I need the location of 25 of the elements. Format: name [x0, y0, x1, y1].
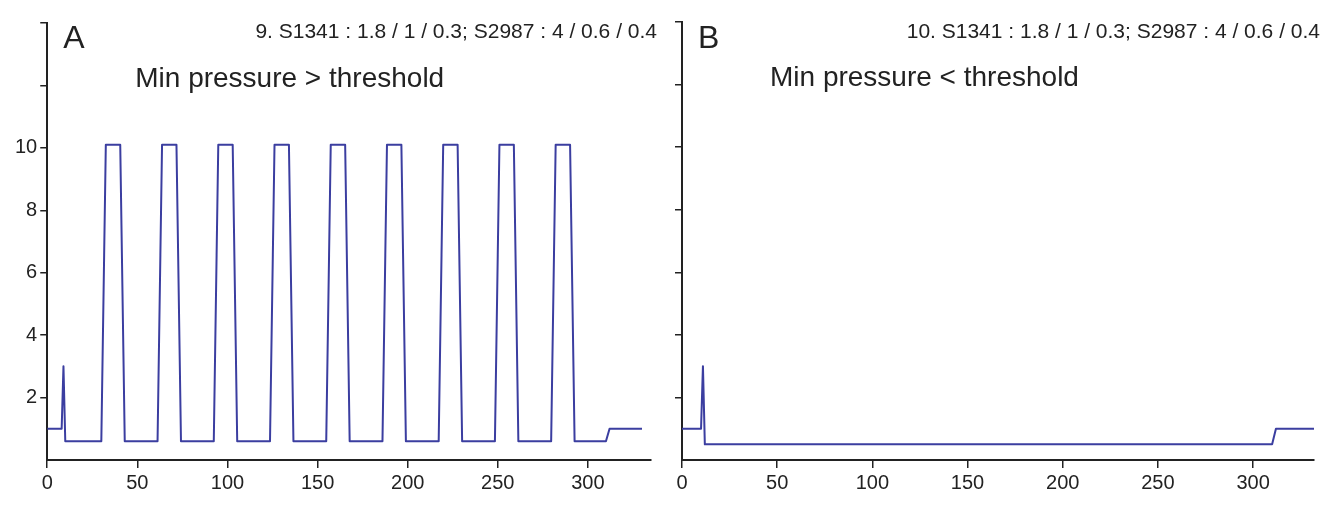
x-tick-label: 250 — [1141, 470, 1175, 493]
x-tick-label: 300 — [1236, 470, 1270, 493]
annotation: A — [63, 19, 86, 55]
x-tick-label: 0 — [676, 470, 688, 493]
y-tick-label: 2 — [26, 385, 38, 408]
chart-title: 10. S1341 : 1.8 / 1 / 0.3; S2987 : 4 / 0.6 / 0.4 — [906, 19, 1321, 42]
x-tick-label: 100 — [210, 470, 245, 493]
x-tick-label: 300 — [571, 470, 605, 493]
y-tick-label: 4 — [26, 322, 38, 345]
y-tick-label: 6 — [26, 260, 38, 283]
annotation: Min pressure > threshold — [135, 62, 445, 93]
chart-title: 9. S1341 : 1.8 / 1 / 0.3; S2987 : 4 / 0.6 / 0.4 — [255, 19, 658, 42]
x-tick-label: 50 — [126, 470, 149, 493]
x-tick-label: 200 — [1046, 470, 1080, 493]
x-tick-label: 250 — [481, 470, 515, 493]
x-tick-label: 150 — [950, 470, 985, 493]
y-tick-label: 10 — [15, 135, 38, 158]
y-tick-label: 8 — [26, 197, 38, 220]
x-tick-label: 50 — [766, 470, 789, 493]
annotation: Min pressure < threshold — [770, 61, 1079, 92]
x-tick-label: 100 — [855, 470, 890, 493]
x-tick-label: 150 — [300, 470, 335, 493]
annotation: B — [698, 19, 720, 55]
x-tick-label: 0 — [41, 470, 53, 493]
x-tick-label: 200 — [391, 470, 425, 493]
